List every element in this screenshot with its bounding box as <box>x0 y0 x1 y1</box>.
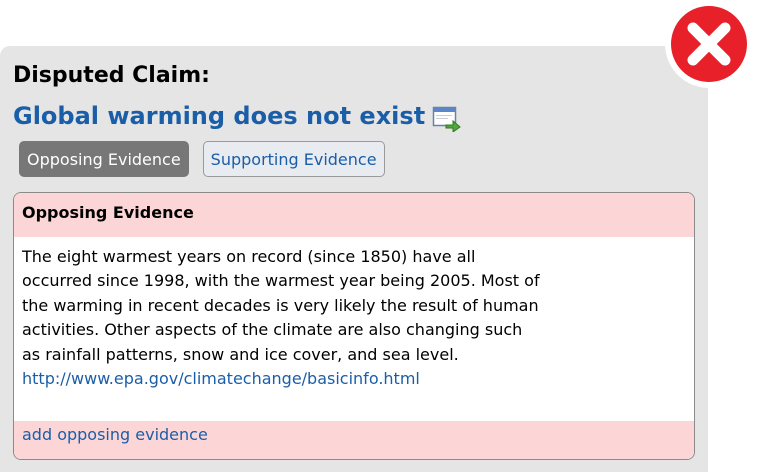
claim-row: Global warming does not exist <box>13 100 462 133</box>
evidence-tabs: Opposing Evidence Supporting Evidence <box>19 141 385 177</box>
close-icon <box>665 0 753 88</box>
evidence-header: Opposing Evidence <box>14 193 694 237</box>
evidence-box: Opposing Evidence The eight warmest year… <box>13 192 695 460</box>
add-opposing-evidence-link[interactable]: add opposing evidence <box>22 425 208 444</box>
evidence-footer: add opposing evidence <box>14 421 694 459</box>
close-button[interactable] <box>661 0 757 90</box>
evidence-text: The eight warmest years on record (since… <box>22 247 540 364</box>
claim-title-link[interactable]: Global warming does not exist <box>13 102 426 130</box>
tab-supporting-evidence[interactable]: Supporting Evidence <box>202 141 385 177</box>
page-title: Disputed Claim: <box>13 63 210 88</box>
tab-opposing-evidence[interactable]: Opposing Evidence <box>19 141 189 177</box>
evidence-body: The eight warmest years on record (since… <box>14 237 694 421</box>
open-in-window-icon[interactable] <box>432 106 462 133</box>
evidence-source-link[interactable]: http://www.epa.gov/climatechange/basicin… <box>22 369 420 389</box>
